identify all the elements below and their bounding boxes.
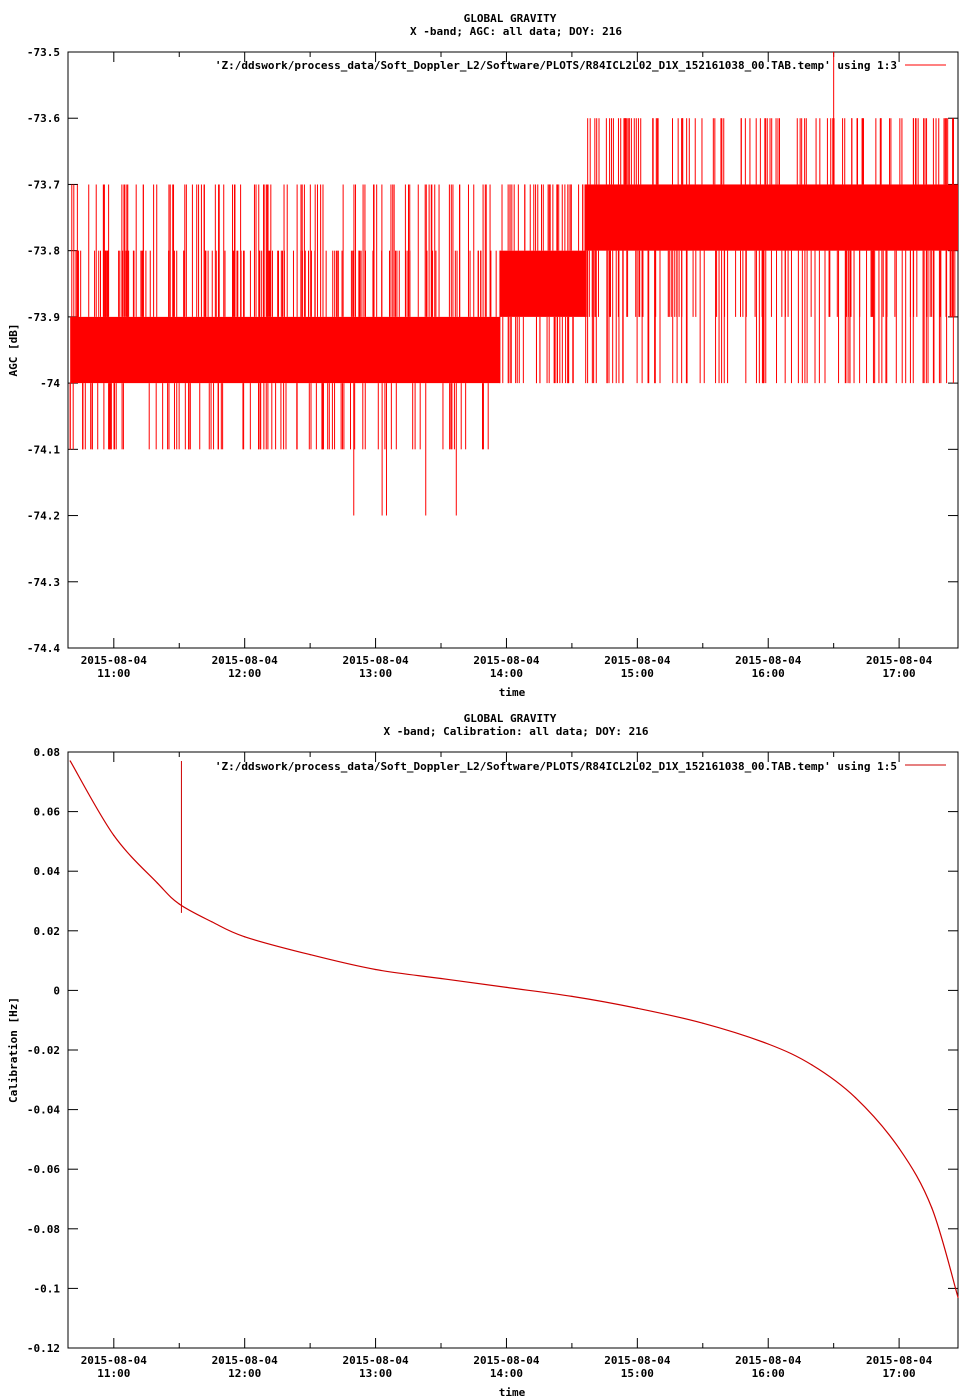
data-point [811, 1064, 813, 1066]
x-axis-label: time [499, 686, 526, 699]
x-tick-date-label: 2015-08-04 [866, 654, 933, 667]
data-point [309, 954, 311, 956]
y-tick-label: -0.06 [27, 1163, 60, 1176]
y-tick-label: -0.12 [27, 1342, 60, 1355]
x-tick-date-label: 2015-08-04 [212, 1354, 279, 1367]
x-axis-label: time [499, 1386, 526, 1399]
data-point [113, 834, 115, 837]
x-tick-time-label: 13:00 [359, 667, 392, 680]
data-point [156, 882, 159, 884]
y-tick-label: -73.9 [27, 311, 60, 324]
data-point [767, 1043, 769, 1045]
x-tick-date-label: 2015-08-04 [473, 654, 540, 667]
y-tick-label: -74.4 [27, 642, 60, 655]
y-tick-label: -0.08 [27, 1223, 60, 1236]
y-tick-label: -74.3 [27, 576, 60, 589]
data-point [636, 1007, 638, 1009]
data-band [499, 250, 585, 317]
y-tick-label: 0.08 [34, 746, 61, 759]
data-point [178, 903, 180, 905]
y-tick-label: 0.02 [34, 925, 61, 938]
data-point [440, 977, 442, 980]
y-tick-label: 0.04 [34, 865, 61, 878]
x-tick-time-label: 11:00 [97, 667, 130, 680]
x-tick-date-label: 2015-08-04 [735, 654, 802, 667]
plot-frame [67, 51, 959, 649]
plot-frame [67, 751, 959, 1349]
x-tick-time-label: 16:00 [752, 667, 785, 680]
data-point [854, 1097, 857, 1099]
y-tick-label: -0.1 [34, 1282, 61, 1295]
y-tick-label: -74 [40, 377, 60, 390]
data-point [211, 921, 213, 923]
x-tick-date-label: 2015-08-04 [866, 1354, 933, 1367]
data-point [931, 1207, 933, 1209]
y-tick-label: -73.8 [27, 245, 60, 258]
data-point [69, 760, 71, 762]
x-tick-date-label: 2015-08-04 [735, 1354, 802, 1367]
y-tick-label: -74.2 [27, 510, 60, 523]
x-tick-time-label: 16:00 [752, 1367, 785, 1380]
x-tick-date-label: 2015-08-04 [342, 1354, 409, 1367]
x-tick-date-label: 2015-08-04 [342, 654, 409, 667]
data-series-segment [584, 52, 958, 384]
x-tick-time-label: 17:00 [883, 1367, 916, 1380]
x-tick-time-label: 12:00 [228, 667, 261, 680]
x-tick-date-label: 2015-08-04 [604, 654, 671, 667]
calibration-chart: GLOBAL GRAVITY X -band; Calibration: all… [7, 712, 959, 1399]
x-tick-time-label: 15:00 [621, 1367, 654, 1380]
y-tick-label: -0.02 [27, 1044, 60, 1057]
data-line [69, 760, 959, 1298]
y-tick-label: -0.04 [27, 1104, 60, 1117]
x-tick-date-label: 2015-08-04 [604, 1354, 671, 1367]
data-point [505, 986, 508, 989]
y-axis-label: Calibration [Hz] [7, 997, 20, 1103]
agc-chart: GLOBAL GRAVITY X -band; AGC: all data; D… [7, 12, 959, 699]
data-band [584, 184, 958, 251]
chart-subtitle: X -band; AGC: all data; DOY: 216 [410, 25, 622, 38]
x-tick-time-label: 15:00 [621, 667, 654, 680]
chart-title: GLOBAL GRAVITY [464, 712, 557, 725]
x-tick-time-label: 13:00 [359, 1367, 392, 1380]
y-tick-label: 0.06 [34, 806, 61, 819]
data-point [374, 968, 377, 971]
y-tick-label: 0 [53, 984, 60, 997]
data-point [898, 1147, 900, 1149]
legend-label: 'Z:/ddswork/process_data/Soft_Doppler_L2… [215, 59, 897, 72]
y-tick-label: -73.7 [27, 178, 60, 191]
x-tick-time-label: 14:00 [490, 667, 523, 680]
x-tick-time-label: 17:00 [883, 667, 916, 680]
x-tick-time-label: 12:00 [228, 1367, 261, 1380]
data-point [571, 995, 573, 997]
data-point [244, 936, 246, 938]
chart-title: GLOBAL GRAVITY [464, 12, 557, 25]
x-tick-date-label: 2015-08-04 [81, 654, 148, 667]
data-point [702, 1022, 704, 1024]
y-axis-label: AGC [dB] [7, 324, 20, 377]
x-tick-date-label: 2015-08-04 [473, 1354, 540, 1367]
data-band [70, 316, 500, 384]
y-tick-label: -73.5 [27, 46, 60, 59]
data-series-segment [69, 184, 500, 516]
x-tick-date-label: 2015-08-04 [212, 654, 279, 667]
chart-subtitle: X -band; Calibration: all data; DOY: 216 [384, 725, 649, 738]
x-tick-date-label: 2015-08-04 [81, 1354, 148, 1367]
data-series-segment [499, 184, 585, 384]
legend-label: 'Z:/ddswork/process_data/Soft_Doppler_L2… [215, 760, 897, 773]
y-tick-label: -73.6 [27, 112, 60, 125]
data-point [957, 1296, 959, 1298]
x-tick-time-label: 14:00 [490, 1367, 523, 1380]
x-tick-time-label: 11:00 [97, 1367, 130, 1380]
y-tick-label: -74.1 [27, 443, 60, 456]
